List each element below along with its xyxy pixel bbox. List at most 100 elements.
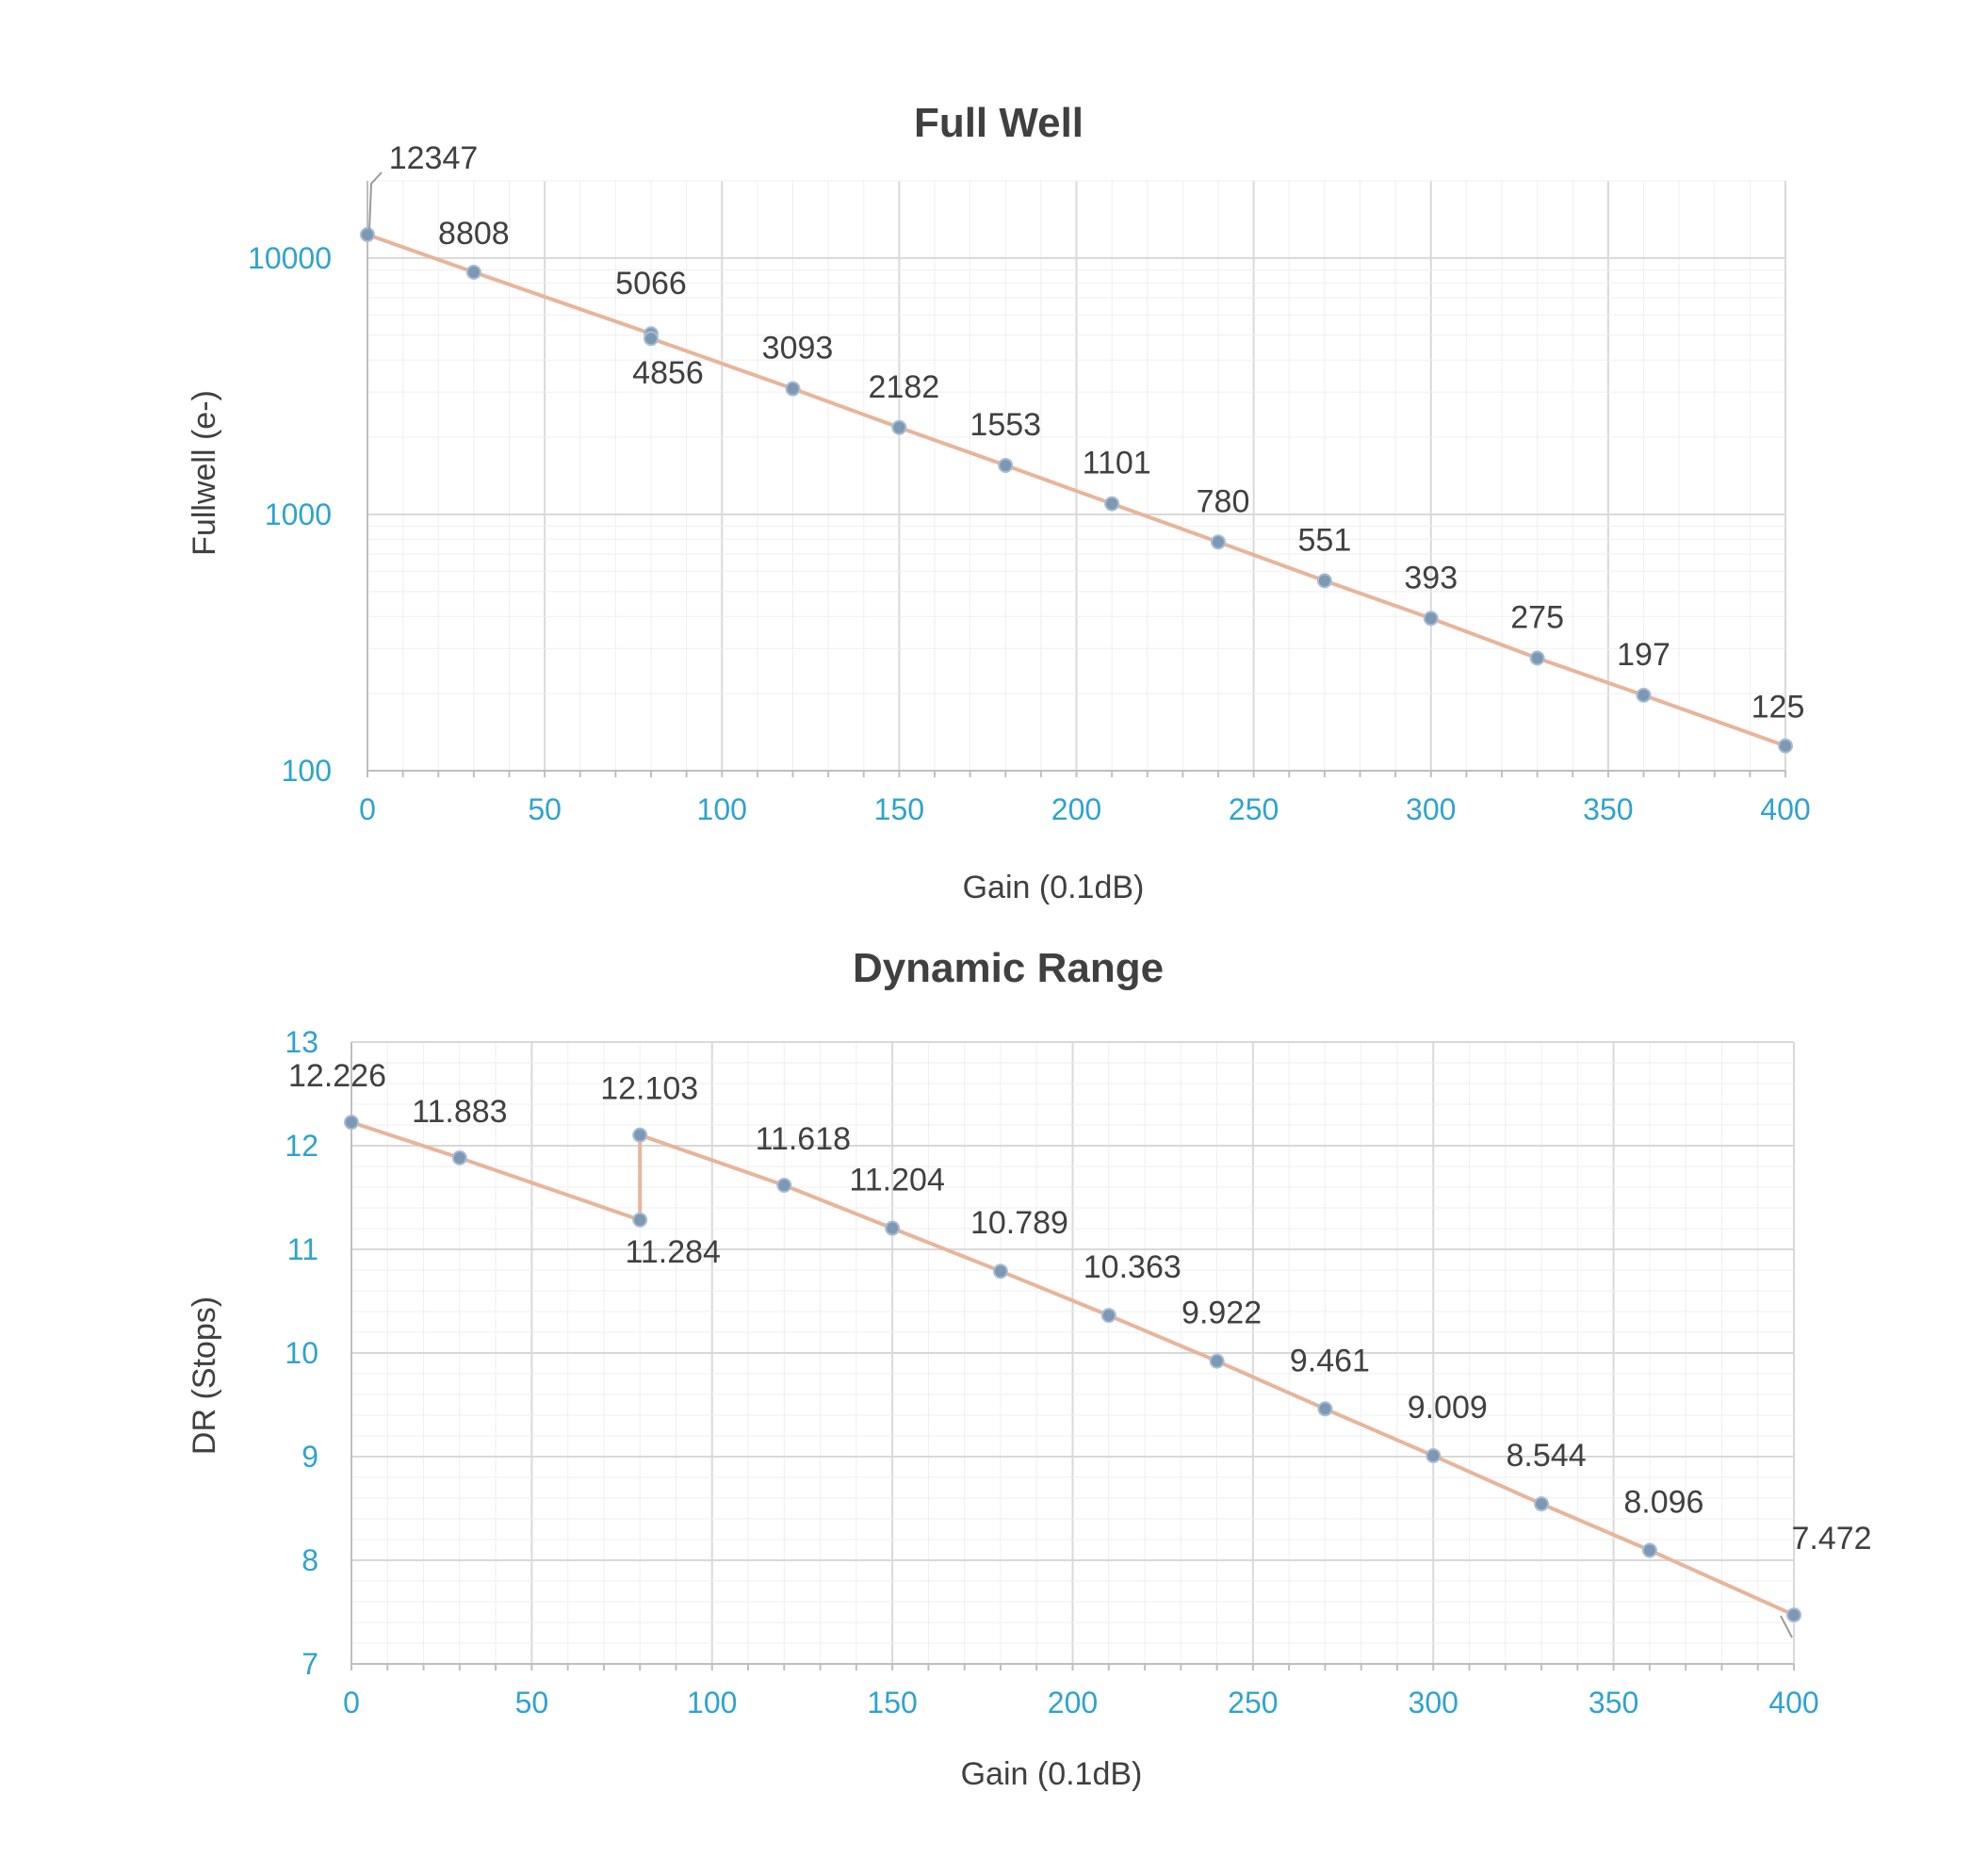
data-label: 125: [1752, 690, 1805, 725]
x-tick-label: 250: [1228, 1686, 1278, 1719]
data-label: 10.789: [970, 1205, 1068, 1241]
data-label: 3093: [762, 331, 834, 367]
data-point: [1104, 496, 1120, 512]
x-tick-label: 50: [528, 792, 562, 826]
label-leader-line: [1780, 1615, 1793, 1638]
grid: [367, 180, 1786, 772]
x-axis-label: Gain (0.1dB): [963, 870, 1145, 905]
data-point: [1423, 611, 1439, 627]
x-tick-label: 0: [359, 792, 376, 826]
data-labels: 12347 8808 5066 4856 3093 2182 1553 1101 780 551 3…: [368, 140, 1805, 725]
data-label: 551: [1298, 522, 1352, 558]
grid: [350, 1041, 1795, 1665]
y-tick-label: 13: [285, 1025, 318, 1059]
data-point: [465, 264, 481, 280]
data-label: 275: [1510, 599, 1564, 635]
data-label: 5066: [615, 266, 687, 302]
data-point: [1211, 534, 1226, 550]
y-tick-label: 10: [285, 1336, 318, 1370]
data-point: [632, 1127, 648, 1143]
y-tick-label: 9: [301, 1440, 318, 1474]
data-label: 8.544: [1507, 1438, 1587, 1474]
data-point: [891, 419, 907, 435]
data-label: 2182: [869, 369, 940, 405]
data-label: 780: [1197, 483, 1250, 519]
x-tick-label: 100: [697, 792, 747, 826]
data-point: [644, 331, 659, 347]
data-labels: 12.226 11.883 11.284 12.103 11.618 11.204 10.7…: [288, 1058, 1872, 1638]
data-point: [1317, 1401, 1333, 1417]
data-label: 8808: [438, 216, 510, 252]
data-label: 1101: [1083, 446, 1151, 481]
chart-title: Full Well: [914, 100, 1084, 146]
tick-labels: 0 50 100 150 200 250 300 350 400 100 1000 10000: [248, 241, 1811, 826]
x-tick-label: 200: [1048, 1686, 1098, 1719]
full-well-chart: Full Well 0 50 100 150 200 250 300 350 400 100 100…: [187, 100, 1811, 905]
y-tick-label: 11: [287, 1232, 318, 1266]
y-tick-label: 7: [301, 1647, 318, 1681]
data-label: 11.284: [625, 1234, 720, 1270]
data-point: [776, 1178, 792, 1194]
data-label: 12347: [389, 140, 479, 176]
chart-title: Dynamic Range: [853, 945, 1164, 991]
x-axis-label: Gain (0.1dB): [961, 1756, 1143, 1792]
axes: [350, 1042, 1795, 1671]
series-line: [350, 1120, 1795, 1617]
x-tick-label: 150: [867, 1686, 917, 1719]
data-point: [1778, 738, 1793, 754]
x-tick-label: 300: [1406, 792, 1456, 826]
x-tick-label: 250: [1229, 792, 1279, 826]
tick-labels: 0 50 100 150 200 250 300 350 400 7 8 9 10 11 12 13: [285, 1025, 1818, 1719]
data-label: 9.009: [1408, 1390, 1488, 1426]
y-tick-label: 8: [301, 1543, 318, 1577]
x-tick-label: 150: [874, 792, 924, 826]
y-tick-label: 100: [282, 754, 332, 788]
x-tick-label: 400: [1768, 1686, 1818, 1719]
data-point: [1529, 650, 1545, 666]
data-point: [785, 381, 801, 397]
x-tick-label: 400: [1760, 792, 1810, 826]
data-label: 393: [1404, 560, 1458, 595]
x-tick-label: 100: [687, 1686, 737, 1719]
data-label: 11.883: [412, 1094, 507, 1130]
data-point: [998, 457, 1014, 473]
x-tick-label: 300: [1409, 1686, 1458, 1719]
data-label: 1553: [970, 407, 1041, 443]
x-tick-label: 200: [1051, 792, 1101, 826]
data-label: 4856: [632, 355, 704, 391]
data-label: 12.226: [288, 1058, 386, 1094]
data-point: [360, 226, 375, 242]
data-point: [992, 1263, 1008, 1279]
data-label: 197: [1617, 637, 1670, 673]
data-point: [1209, 1353, 1225, 1369]
series: [344, 1115, 1801, 1623]
data-point: [632, 1212, 648, 1228]
data-point: [1636, 687, 1652, 703]
data-label: 11.618: [756, 1121, 851, 1157]
y-axis-label: Fullwell (e-): [187, 390, 222, 556]
data-label: 10.363: [1084, 1249, 1181, 1285]
y-axis-label: DR (Stops): [187, 1296, 222, 1455]
x-tick-label: 50: [515, 1686, 549, 1719]
data-label: 7.472: [1791, 1521, 1871, 1556]
x-tick-label: 350: [1583, 792, 1633, 826]
data-point: [1786, 1607, 1801, 1623]
data-label: 11.204: [849, 1163, 944, 1198]
data-point: [885, 1220, 901, 1236]
axes: [367, 181, 1786, 777]
data-label: 8.096: [1623, 1484, 1703, 1520]
data-point: [1426, 1448, 1442, 1464]
data-label: 9.922: [1181, 1296, 1262, 1331]
data-label: 9.461: [1290, 1343, 1370, 1378]
dynamic-range-chart: Dynamic Range 0 50 100 150 200 250 300 350 400 7 8…: [187, 945, 1872, 1792]
y-tick-label: 10000: [248, 241, 332, 275]
data-point: [344, 1115, 359, 1131]
data-point: [1316, 573, 1332, 589]
data-point: [1641, 1542, 1657, 1558]
data-point: [451, 1149, 467, 1165]
data-point: [1534, 1496, 1550, 1512]
data-point: [1100, 1308, 1116, 1324]
data-label: 12.103: [600, 1071, 698, 1107]
series: [360, 226, 1793, 754]
